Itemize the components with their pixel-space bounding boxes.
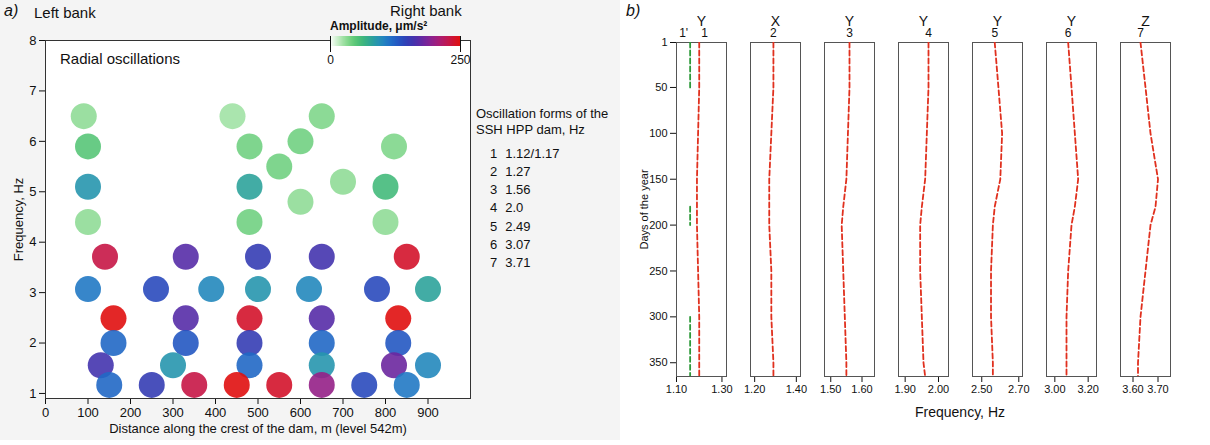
svg-text:Y: Y xyxy=(845,13,855,29)
svg-text:4: 4 xyxy=(29,234,36,249)
svg-text:3.60: 3.60 xyxy=(1122,383,1143,395)
svg-text:3.20: 3.20 xyxy=(1077,383,1098,395)
svg-text:300: 300 xyxy=(162,405,184,420)
html-text:Right bank: Right bank xyxy=(390,2,462,19)
svg-text:1.50: 1.50 xyxy=(820,383,841,395)
svg-text:6: 6 xyxy=(1064,26,1072,41)
svg-text:250: 250 xyxy=(649,264,667,276)
html-text:1.56: 1.56 xyxy=(505,182,531,197)
svg-text:3: 3 xyxy=(29,285,36,300)
svg-text:6: 6 xyxy=(29,134,36,149)
svg-text:2.50: 2.50 xyxy=(971,383,992,395)
svg-text:Days of the year: Days of the year xyxy=(638,169,650,249)
svg-text:800: 800 xyxy=(375,405,397,420)
svg-text:Frequency, Hz: Frequency, Hz xyxy=(11,178,26,262)
svg-text:700: 700 xyxy=(332,405,354,420)
html-text:3.71: 3.71 xyxy=(505,255,531,270)
html-text:Frequency, Hz: Frequency, Hz xyxy=(915,404,1005,420)
svg-text:600: 600 xyxy=(290,405,312,420)
svg-text:2.00: 2.00 xyxy=(928,383,949,395)
svg-text:Y: Y xyxy=(697,13,707,29)
svg-text:Z: Z xyxy=(1141,13,1150,29)
html-text:3.07: 3.07 xyxy=(505,236,531,252)
svg-text:Amplitude, μm/s²: Amplitude, μm/s² xyxy=(330,19,427,33)
svg-text:250: 250 xyxy=(450,53,470,67)
svg-text:1: 1 xyxy=(701,26,708,41)
svg-text:1.60: 1.60 xyxy=(851,383,872,395)
svg-text:300: 300 xyxy=(649,310,667,322)
html-text:Left bank: Left bank xyxy=(34,4,96,21)
html-text:1.27: 1.27 xyxy=(505,163,531,179)
html-text:2.0: 2.0 xyxy=(505,200,524,216)
svg-text:1.90: 1.90 xyxy=(894,383,915,395)
svg-text:1: 1 xyxy=(661,36,667,48)
html-text:3: 3 xyxy=(490,182,498,197)
svg-text:1: 1 xyxy=(29,386,36,401)
html-text:a): a) xyxy=(4,2,19,19)
svg-text:Distance along the crest of th: Distance along the crest of the dam, m (… xyxy=(109,421,407,436)
svg-text:Y: Y xyxy=(993,13,1003,29)
svg-text:1.20: 1.20 xyxy=(744,383,765,395)
svg-text:X: X xyxy=(771,13,781,29)
svg-text:200: 200 xyxy=(649,219,667,231)
svg-text:3.00: 3.00 xyxy=(1044,383,1065,395)
svg-text:7: 7 xyxy=(29,83,36,98)
html-text:b): b) xyxy=(626,2,641,19)
svg-text:150: 150 xyxy=(649,173,667,185)
svg-text:1': 1' xyxy=(679,26,688,40)
svg-text:2: 2 xyxy=(770,26,777,41)
html-text:1.12/1.17: 1.12/1.17 xyxy=(505,145,560,161)
svg-text:0: 0 xyxy=(42,405,49,420)
svg-text:350: 350 xyxy=(649,356,667,368)
svg-text:200: 200 xyxy=(120,405,142,420)
svg-text:2: 2 xyxy=(29,335,36,350)
html-text:6: 6 xyxy=(490,236,498,252)
html-text:Radial oscillations: Radial oscillations xyxy=(60,50,181,67)
html-text:2.49: 2.49 xyxy=(505,218,531,234)
svg-text:3.70: 3.70 xyxy=(1147,383,1168,395)
svg-text:5: 5 xyxy=(29,184,36,199)
html-text:5: 5 xyxy=(490,218,498,234)
svg-text:0: 0 xyxy=(327,53,334,67)
svg-text:8: 8 xyxy=(29,33,36,48)
html-text:1: 1 xyxy=(490,145,498,161)
svg-text:2.70: 2.70 xyxy=(1008,383,1029,395)
svg-text:Y: Y xyxy=(1067,13,1077,29)
svg-text:500: 500 xyxy=(247,405,269,420)
html-text:Oscillation forms of the SSH H: Oscillation forms of the SSH HPP dam, Hz xyxy=(476,106,609,138)
svg-text:100: 100 xyxy=(77,405,99,420)
svg-text:4: 4 xyxy=(925,26,932,41)
svg-text:50: 50 xyxy=(655,81,667,93)
html-text:4: 4 xyxy=(490,200,498,216)
svg-text:3: 3 xyxy=(846,26,853,41)
svg-text:100: 100 xyxy=(649,127,667,139)
svg-text:7: 7 xyxy=(1137,26,1144,41)
svg-text:400: 400 xyxy=(205,405,227,420)
svg-text:1.10: 1.10 xyxy=(666,383,687,395)
svg-text:1.30: 1.30 xyxy=(711,383,732,395)
html-text:2: 2 xyxy=(490,163,498,179)
svg-text:5: 5 xyxy=(991,26,999,41)
html-text:7: 7 xyxy=(490,255,498,270)
svg-text:1.40: 1.40 xyxy=(786,383,807,395)
svg-text:900: 900 xyxy=(417,405,439,420)
svg-text:Y: Y xyxy=(919,13,929,29)
